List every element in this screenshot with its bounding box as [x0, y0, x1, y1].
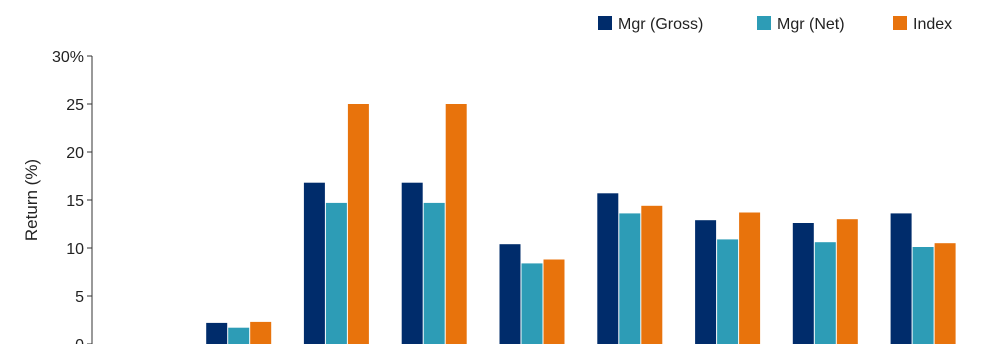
bar-series-0-cat-5: [597, 193, 619, 344]
y-tick-label-0: 0: [75, 337, 84, 344]
bar-series-1-cat-6: [717, 239, 739, 344]
bar-series-1-cat-5: [619, 213, 641, 344]
legend-swatch-index: [893, 16, 907, 30]
bar-series-2-cat-5: [641, 205, 663, 344]
bar-series-0-cat-8: [890, 213, 912, 344]
legend-label-mgr-net: Mgr (Net): [777, 16, 845, 33]
y-axis-label: Return (%): [22, 159, 41, 241]
bar-series-0-cat-4: [499, 244, 521, 344]
bar-series-2-cat-3: [445, 104, 467, 344]
y-tick-label-30: 30%: [52, 49, 84, 66]
bar-series-1-cat-2: [325, 202, 347, 344]
legend-swatch-mgr-net: [757, 16, 771, 30]
bar-series-0-cat-7: [792, 223, 814, 344]
y-axis: 0 5 10 15 20 25 30%: [52, 49, 92, 344]
bar-series-1-cat-1: [228, 327, 250, 344]
bar-series-0-cat-1: [206, 322, 228, 344]
y-tick-label-25: 25: [66, 97, 84, 114]
bar-series-2-cat-2: [347, 104, 369, 344]
bars: [206, 104, 956, 344]
bar-series-2-cat-8: [934, 243, 956, 344]
bar-series-1-cat-4: [521, 263, 543, 344]
bar-series-0-cat-3: [401, 182, 423, 344]
legend-label-mgr-gross: Mgr (Gross): [618, 16, 703, 33]
bar-series-2-cat-4: [543, 259, 565, 344]
bar-series-1-cat-3: [423, 202, 445, 344]
bar-series-0-cat-2: [303, 182, 325, 344]
legend-swatch-mgr-gross: [598, 16, 612, 30]
bar-series-2-cat-7: [836, 219, 858, 344]
y-tick-label-5: 5: [75, 289, 84, 306]
legend: Mgr (Gross) Mgr (Net) Index: [598, 16, 952, 33]
bar-series-1-cat-7: [814, 242, 836, 344]
y-tick-label-20: 20: [66, 145, 84, 162]
y-tick-label-10: 10: [66, 241, 84, 258]
bar-series-2-cat-6: [739, 212, 761, 344]
bar-series-0-cat-6: [695, 220, 717, 344]
legend-label-index: Index: [913, 16, 952, 33]
bar-series-2-cat-1: [250, 321, 272, 344]
y-tick-label-15: 15: [66, 193, 84, 210]
bar-series-1-cat-8: [912, 247, 934, 344]
